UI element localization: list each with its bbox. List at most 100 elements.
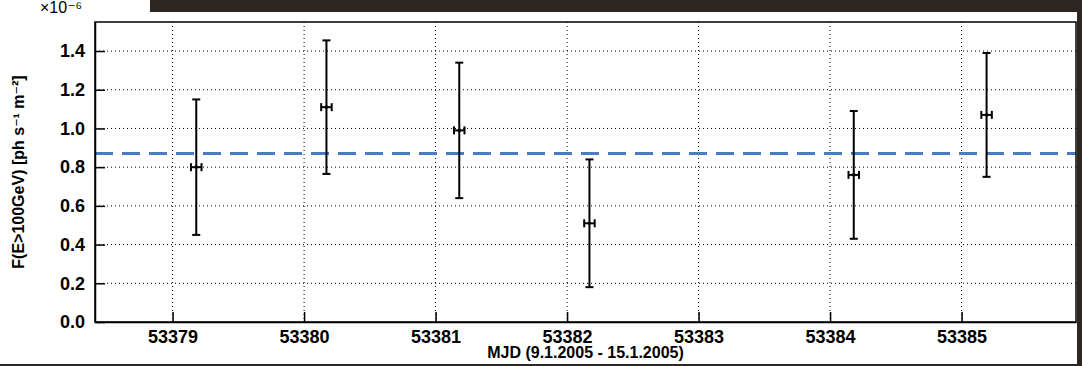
error-cap: [192, 234, 200, 236]
tick: 53384: [806, 312, 856, 347]
x-error-cap: [190, 163, 192, 171]
grid-line: [830, 22, 831, 322]
tick-label: 0.0: [60, 312, 85, 332]
error-bar: [458, 63, 460, 198]
x-error-cap: [320, 103, 322, 111]
grid-line: [435, 22, 436, 322]
grid-line: [95, 51, 1076, 52]
grid-line: [95, 283, 1076, 284]
data-point: [588, 221, 592, 225]
x-error-cap: [594, 219, 596, 227]
reference-line: [95, 152, 1076, 155]
x-error-bar: [981, 114, 992, 116]
tick: 0.6: [60, 196, 105, 216]
grid-line: [567, 22, 568, 322]
tick-mark: [95, 167, 105, 169]
error-bar: [986, 53, 988, 177]
y-axis: 0.0 0.2 0.4 0.6 0.8 1.0 1.2 1.4: [60, 23, 105, 333]
error-cap: [983, 176, 991, 178]
tick-mark: [95, 283, 105, 285]
plot-area: [95, 40, 1076, 287]
tick-label: 0.2: [60, 274, 85, 294]
data-point: [985, 113, 989, 117]
tick: 1.2: [60, 80, 105, 100]
error-cap: [585, 286, 593, 288]
axis-line: [95, 23, 97, 323]
tick-mark: [961, 312, 963, 322]
tick-label: 53380: [280, 327, 330, 347]
grid-line: [698, 22, 699, 322]
data-point: [852, 173, 856, 177]
axis-line: [96, 322, 1077, 324]
error-bar: [853, 111, 855, 239]
tick: 1.0: [60, 119, 105, 139]
error-cap: [983, 52, 991, 54]
axis-multiplier: ×10⁻⁶: [40, 0, 82, 16]
tick-mark: [304, 312, 306, 322]
x-error-cap: [464, 126, 466, 134]
error-cap: [850, 238, 858, 240]
error-cap: [455, 197, 463, 199]
tick-mark: [95, 206, 105, 208]
x-error-cap: [583, 219, 585, 227]
error-cap: [192, 98, 200, 100]
tick-label: 53381: [411, 327, 461, 347]
x-error-cap: [453, 126, 455, 134]
tick-label: 1.4: [60, 41, 85, 61]
grid-line: [95, 167, 1076, 168]
y-axis-title: F(E>100GeV) [ph s⁻¹ m⁻²]: [10, 75, 27, 268]
grid-line: [172, 22, 173, 322]
x-error-bar: [584, 222, 595, 224]
data-point: [325, 105, 329, 109]
tick-mark: [95, 244, 105, 246]
tick-mark: [567, 312, 569, 322]
tick-label: 1.2: [60, 80, 85, 100]
tick: 53385: [937, 312, 987, 347]
grid-line: [95, 128, 1076, 129]
tick-label: 53385: [937, 327, 987, 347]
x-error-bar: [191, 166, 202, 168]
error-cap: [455, 62, 463, 64]
tick-mark: [95, 51, 105, 53]
tick: 53379: [148, 312, 198, 347]
data-point: [194, 165, 198, 169]
grid-line: [95, 244, 1076, 245]
plot-frame: [95, 22, 1076, 322]
tick: 0.8: [60, 157, 105, 177]
grid-line: [95, 89, 1076, 90]
data-point: [457, 129, 461, 133]
tick: 0.4: [60, 235, 105, 255]
x-error-bar: [454, 129, 465, 131]
tick-label: 0.6: [60, 196, 85, 216]
x-error-bar: [321, 106, 332, 108]
x-axis-title: MJD (9.1.2005 - 15.1.2005): [487, 344, 684, 361]
x-error-cap: [201, 163, 203, 171]
error-bar: [195, 99, 197, 234]
tick: 53380: [280, 312, 330, 347]
tick-mark: [172, 312, 174, 322]
x-error-cap: [331, 103, 333, 111]
tick-label: 1.0: [60, 119, 85, 139]
error-cap: [322, 39, 330, 41]
tick-mark: [830, 312, 832, 322]
tick-label: 0.4: [60, 235, 85, 255]
grid-line: [304, 22, 305, 322]
error-bar: [588, 159, 590, 287]
tick-mark: [435, 312, 437, 322]
x-axis: 53379 53380 53381 53382 53383 53384 53385: [96, 312, 1077, 347]
x-error-cap: [858, 171, 860, 179]
tick-mark: [698, 312, 700, 322]
tick: 53383: [674, 312, 724, 347]
tick-label: 53379: [148, 327, 198, 347]
tick: 53382: [543, 312, 593, 347]
grid: [95, 22, 1076, 322]
grid-line: [95, 205, 1076, 206]
x-error-cap: [991, 111, 993, 119]
error-cap: [322, 173, 330, 175]
tick-mark: [95, 89, 105, 91]
x-error-cap: [848, 171, 850, 179]
x-error-bar: [849, 174, 860, 176]
panel: [0, 12, 1077, 364]
tick: 1.4: [60, 41, 105, 61]
tick-label: 0.8: [60, 157, 85, 177]
